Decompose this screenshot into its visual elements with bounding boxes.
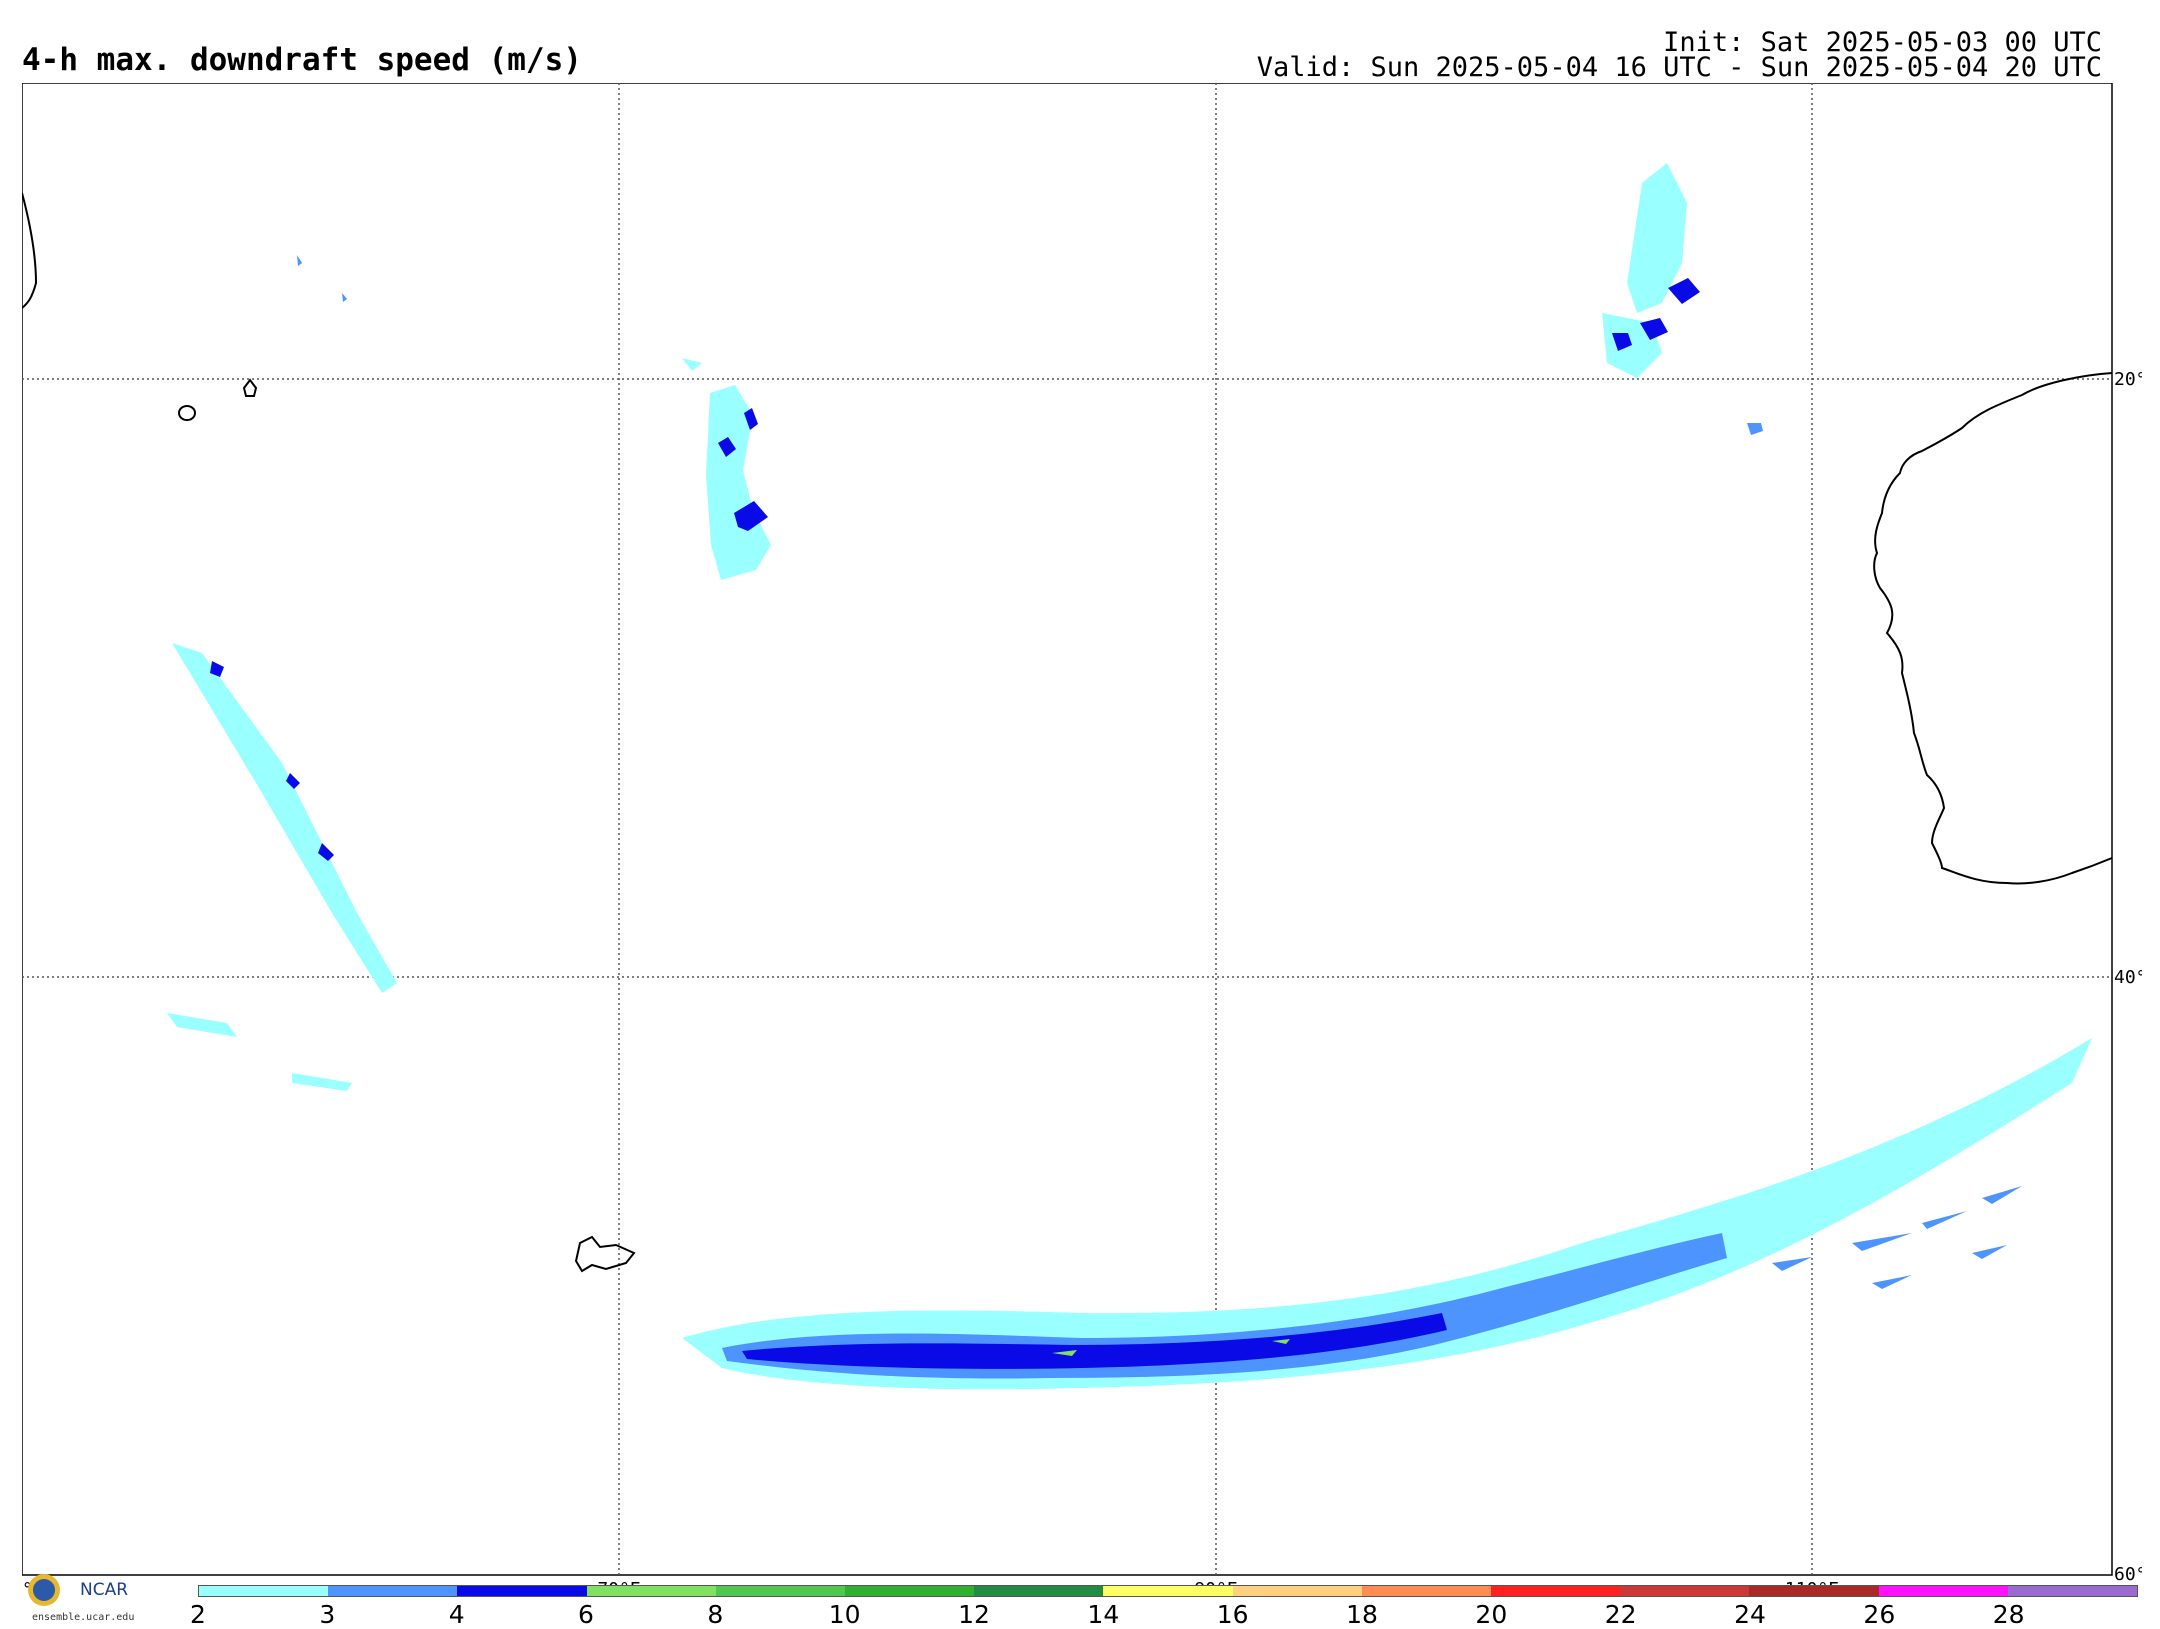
- colorbar-tick-label: 2: [190, 1600, 206, 1629]
- map-title: 4-h max. downdraft speed (m/s): [22, 42, 582, 78]
- colorbar-segment: [1491, 1586, 1621, 1596]
- downdraft-scattered: [167, 163, 1763, 1091]
- colorbar: [198, 1585, 2138, 1597]
- colorbar-tick-label: 22: [1604, 1600, 1637, 1629]
- init-time: Init: Sat 2025-05-03 00 UTC: [1663, 27, 2102, 58]
- coastlines: [22, 192, 2113, 1273]
- colorbar-segment: [1878, 1586, 2008, 1596]
- lat-label-60s: 60°S: [2114, 1564, 2142, 1585]
- lat-label-40s: 40°S: [2114, 967, 2142, 988]
- colorbar-segment: [328, 1586, 458, 1596]
- time-info: Init: Sat 2025-05-03 00 UTC Valid: Sun 2…: [1256, 27, 2102, 83]
- colorbar-segment: [1103, 1586, 1233, 1596]
- island-madagascar-edge: [22, 192, 38, 309]
- graticule: [22, 83, 2112, 1575]
- colorbar-segment: [1749, 1586, 1879, 1596]
- colorbar-tick-label: 26: [1863, 1600, 1896, 1629]
- island-reunion: [178, 405, 196, 421]
- colorbar-segment: [715, 1586, 846, 1596]
- colorbar-tick-label: 4: [448, 1600, 465, 1629]
- logos: NCAR ensemble.ucar.edu: [26, 1572, 166, 1626]
- colorbar-tick-label: 3: [319, 1600, 336, 1629]
- colorbar-tick-label: 16: [1216, 1600, 1249, 1629]
- colorbar-segment: [457, 1586, 587, 1596]
- lat-labels: 20°S 40°S 60°S: [2114, 369, 2142, 1585]
- colorbar-ticks: 2 3 4 6 8 10 12 14 16 18 20 22 24 26 28: [190, 1600, 2138, 1629]
- coast-australia-west: [1873, 372, 2113, 885]
- colorbar-tick-label: 8: [707, 1600, 724, 1629]
- colorbar-tick-label: 18: [1346, 1600, 1378, 1629]
- island-mauritius: [242, 378, 258, 397]
- ncar-logo-label: NCAR: [80, 1580, 129, 1600]
- colorbar-segment: [1620, 1586, 1750, 1596]
- colorbar-segment: [974, 1586, 1104, 1596]
- colorbar-tick-label: 20: [1475, 1600, 1508, 1629]
- colorbar-tick-label: 24: [1734, 1600, 1766, 1629]
- valid-time: Valid: Sun 2025-05-04 16 UTC - Sun 2025-…: [1256, 52, 2102, 83]
- colorbar-segment: [586, 1586, 716, 1596]
- colorbar-tick-label: 6: [578, 1600, 594, 1629]
- colorbar-segment: [199, 1586, 329, 1596]
- downdraft-band-south: [682, 1038, 2092, 1390]
- ensemble-site-label: ensemble.ucar.edu: [32, 1612, 135, 1623]
- colorbar-tick-label: 14: [1087, 1600, 1120, 1629]
- colorbar-tick-label: 12: [958, 1600, 990, 1629]
- colorbar-segment: [1361, 1586, 1492, 1596]
- colorbar-segment: [1232, 1586, 1362, 1596]
- colorbar-tick-label: 28: [1992, 1600, 2025, 1629]
- colorbar-tick-label: 10: [828, 1600, 861, 1629]
- map-panel: 20°S 40°S 60°S 50°E 70°E 90°E 110°E: [22, 83, 2142, 1600]
- nsf-logo-icon: [28, 1574, 60, 1606]
- colorbar-segment: [845, 1586, 975, 1596]
- lat-label-20s: 20°S: [2114, 369, 2142, 390]
- colorbar-segment: [2007, 1586, 2138, 1596]
- island-kerguelen: [574, 1235, 636, 1273]
